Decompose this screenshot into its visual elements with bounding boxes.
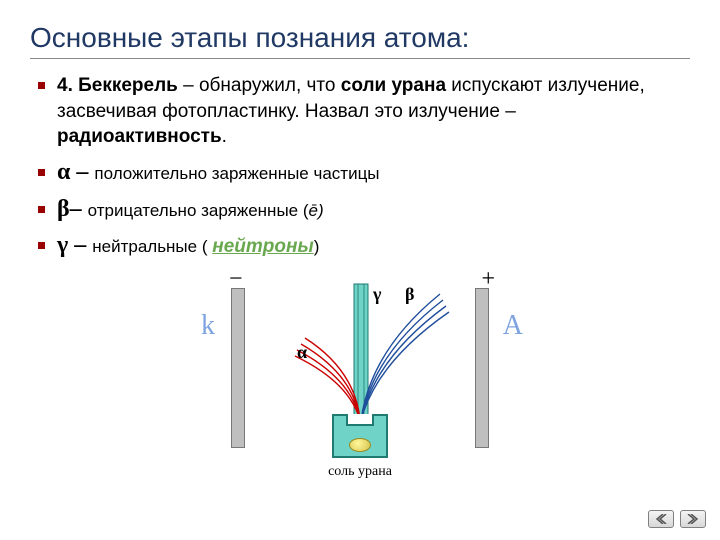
gamma-symbol: γ <box>57 232 68 258</box>
bullet-3: β– отрицательно заряженные (ē) <box>38 197 690 224</box>
beta-symbol: β <box>57 196 70 222</box>
becquerel-name: 4. Беккерель <box>57 75 178 96</box>
gamma-ray-label: γ <box>373 284 381 305</box>
alpha-symbol: α <box>57 159 70 185</box>
title-underline <box>30 58 690 59</box>
bullet-marker <box>38 242 45 249</box>
bullet-4-text: γ – нейтральные ( нейтроны) <box>57 233 319 260</box>
uranium-salt <box>349 438 371 452</box>
bullet-4: γ – нейтральные ( нейтроны) <box>38 233 690 260</box>
bullet-2-text: α – положительно заряженные частицы <box>57 160 380 187</box>
radiation-diagram: k A − + α <box>195 270 525 490</box>
salt-caption: соль урана <box>328 464 392 480</box>
radioactivity: радиоактивность <box>57 126 222 147</box>
bullet-marker <box>38 206 45 213</box>
chevron-right-icon <box>687 514 699 524</box>
next-button[interactable] <box>680 510 706 528</box>
chevron-left-icon <box>655 514 667 524</box>
page-title: Основные этапы познания атома: <box>30 22 690 54</box>
uranium-salt-box <box>332 414 388 458</box>
bullet-1-text: 4. Беккерель – обнаружил, что соли урана… <box>57 73 690 150</box>
electron: ē <box>309 201 318 220</box>
bullet-list: 4. Беккерель – обнаружил, что соли урана… <box>30 73 690 260</box>
bullet-2: α – положительно заряженные частицы <box>38 160 690 187</box>
beta-rays <box>361 294 449 420</box>
bullet-1: 4. Беккерель – обнаружил, что соли урана… <box>38 73 690 150</box>
uranium-salts: соли урана <box>341 75 446 96</box>
nav-controls <box>648 510 706 528</box>
box-opening <box>346 414 374 426</box>
beta-ray-label: β <box>405 284 414 305</box>
prev-button[interactable] <box>648 510 674 528</box>
alpha-ray-label: α <box>297 342 307 363</box>
bullet-marker <box>38 82 45 89</box>
bullet-3-text: β– отрицательно заряженные (ē) <box>57 197 324 224</box>
bullet-marker <box>38 169 45 176</box>
neutrons: нейтроны <box>212 236 313 257</box>
